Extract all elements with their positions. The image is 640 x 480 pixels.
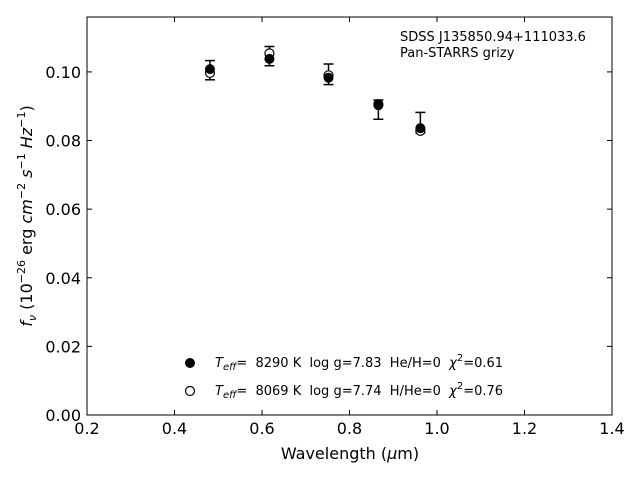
y-axis-ticks: 0.00 0.02 0.04 0.06 0.08 0.10	[45, 63, 612, 425]
data-points	[204, 48, 426, 137]
y-axis-title-s: s	[17, 170, 36, 183]
x-tick-label: 0.8	[337, 419, 362, 438]
y-axis-title: fν (10−26 erg cm−2 s−1 Hz−1)	[15, 105, 39, 326]
legend-marker-filled	[185, 358, 195, 368]
filled-circle-point	[323, 72, 334, 83]
legend-entry-2-text: = 8069 K log g=7.74 H/He=0	[236, 384, 449, 399]
x-tick-label: 1.0	[424, 419, 449, 438]
filled-circle-point	[264, 53, 275, 64]
y-axis-title-exp4: −1	[15, 112, 28, 128]
y-tick-label: 0.00	[45, 406, 81, 425]
legend-chi-superscript: 2	[457, 353, 463, 364]
legend-teff-symbol: T	[215, 384, 224, 399]
x-tick-label: 0.4	[162, 419, 187, 438]
legend-chi-symbol: χ	[448, 356, 458, 371]
y-axis-title-open: (10	[17, 283, 36, 315]
legend-chi-value: =0.76	[463, 384, 503, 399]
y-axis-title-exp3: −1	[15, 153, 28, 169]
x-axis-title-mu: μ	[386, 444, 397, 463]
legend-chi-superscript: 2	[457, 381, 463, 392]
y-axis-title-nu: ν	[26, 315, 39, 321]
legend-chi-symbol: χ	[448, 384, 458, 399]
filled-circle-point	[204, 64, 215, 75]
y-axis-title-cm: cm	[17, 199, 36, 223]
y-tick-label: 0.10	[45, 63, 81, 82]
annotation-survey-name: Pan-STARRS grizy	[400, 46, 515, 61]
legend-entry-1: Teff= 8290 K log g=7.83 He/H=0 χ2=0.61	[215, 353, 503, 373]
x-tick-label: 0.6	[249, 419, 274, 438]
legend-teff-subscript: eff	[223, 362, 238, 373]
annotation-object-name: SDSS J135850.94+111033.6	[400, 30, 586, 45]
y-axis-title-hz: Hz	[17, 127, 36, 153]
y-tick-label: 0.02	[45, 337, 81, 356]
legend-teff-symbol: T	[215, 356, 224, 371]
x-axis-title: Wavelength (μm)	[281, 444, 419, 463]
legend-entry-1-text: = 8290 K log g=7.83 He/H=0	[236, 356, 449, 371]
y-tick-label: 0.04	[45, 269, 81, 288]
legend-chi-value: =0.61	[463, 356, 503, 371]
y-axis-title-close: )	[17, 105, 36, 111]
y-axis-title-exp1: −26	[15, 260, 28, 283]
x-axis-ticks: 0.2 0.4 0.6 0.8 1.0 1.2 1.4	[74, 17, 625, 438]
legend-entry-2: Teff= 8069 K log g=7.74 H/He=0 χ2=0.76	[215, 381, 503, 401]
y-axis-title-f: f	[17, 319, 36, 327]
x-axis-title-unit: m)	[397, 444, 419, 463]
legend: Teff= 8290 K log g=7.83 He/H=0 χ2=0.61 T…	[184, 353, 503, 401]
x-tick-label: 1.2	[512, 419, 537, 438]
y-tick-label: 0.08	[45, 132, 81, 151]
filled-circle-point	[373, 100, 384, 111]
legend-marker-open	[184, 385, 196, 397]
y-tick-label: 0.06	[45, 200, 81, 219]
x-tick-label: 1.4	[599, 419, 624, 438]
filled-circle-point	[415, 123, 426, 134]
y-axis-title-erg: erg	[17, 224, 36, 260]
legend-teff-subscript: eff	[223, 390, 238, 401]
x-axis-title-text: Wavelength (	[281, 444, 387, 463]
x-tick-label: 0.2	[74, 419, 99, 438]
y-axis-title-exp2: −2	[15, 183, 28, 199]
